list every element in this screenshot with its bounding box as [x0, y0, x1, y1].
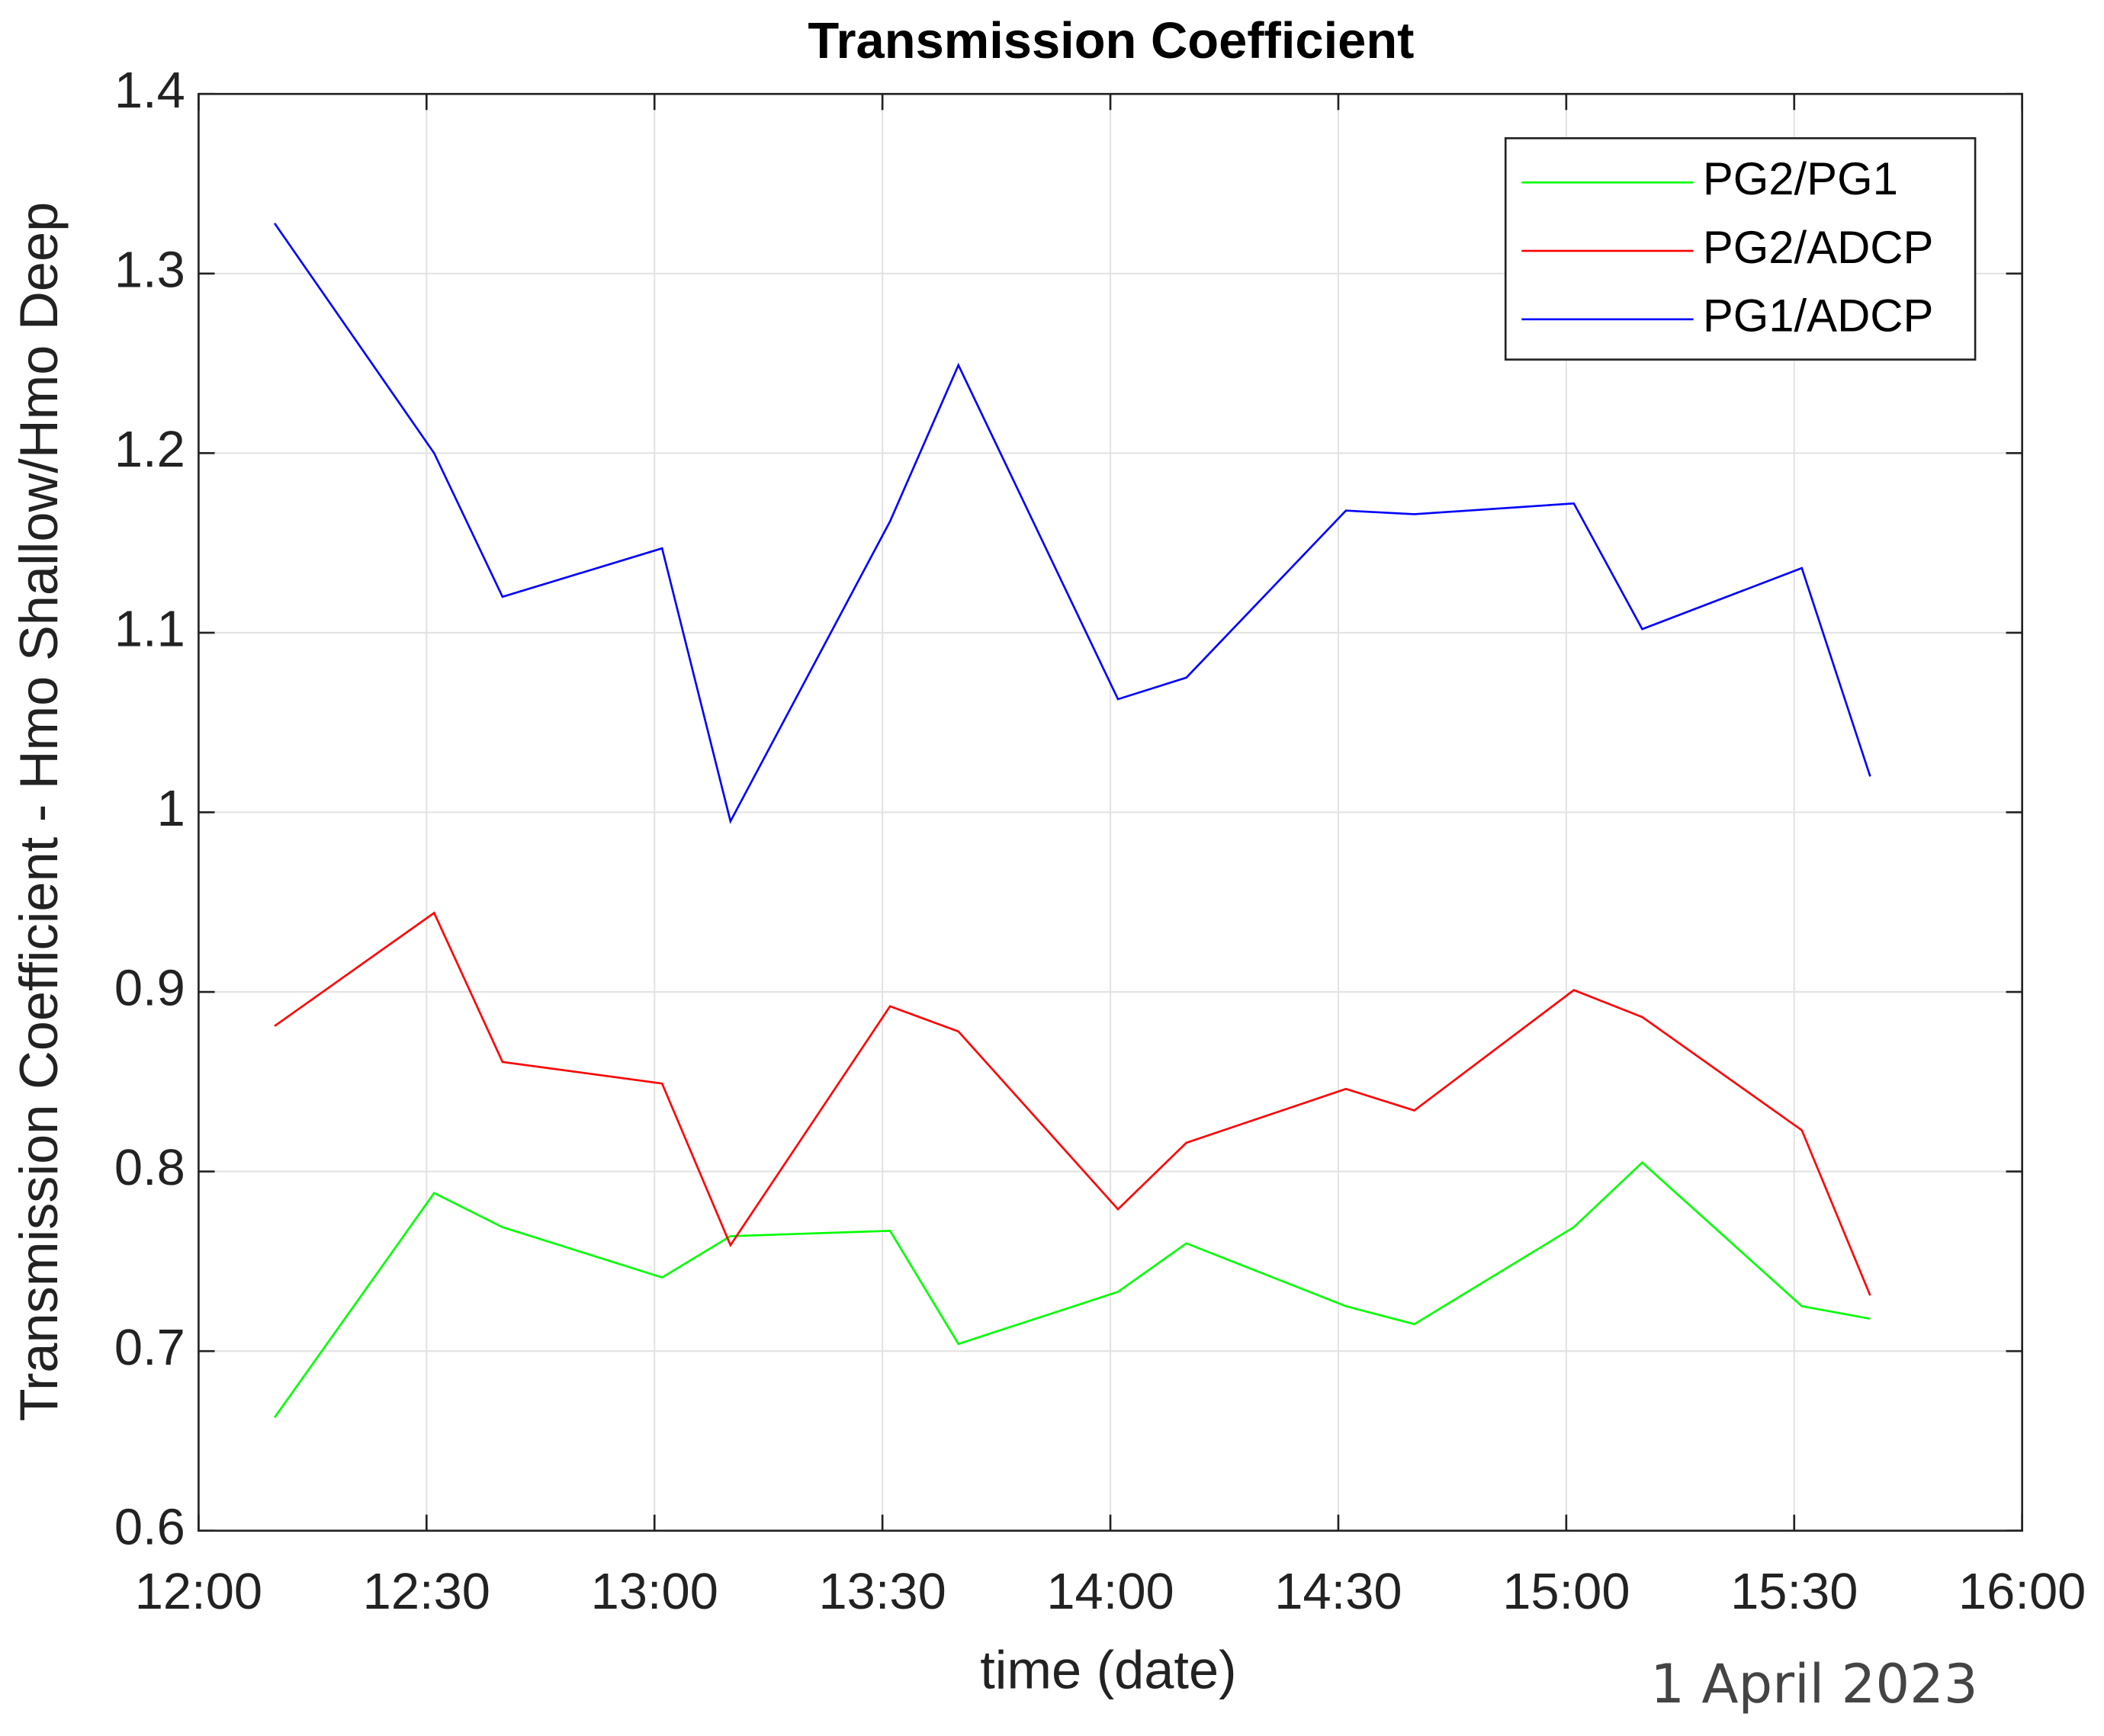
- x-tick-label: 13:00: [591, 1563, 718, 1620]
- y-tick-label: 1.2: [114, 421, 185, 478]
- x-tick-label: 13:30: [818, 1563, 946, 1620]
- data-line: [273, 223, 1871, 824]
- x-tick-label: 16:00: [1958, 1563, 2086, 1620]
- y-axis-label: Transmission Coefficient - Hmo Shallow/H…: [8, 202, 69, 1422]
- y-tick-label: 1.1: [114, 601, 185, 658]
- data-line: [274, 911, 1871, 1296]
- legend-box: [1504, 136, 1977, 361]
- y-tick-label: 1.3: [114, 241, 185, 298]
- y-tick-label: 1: [157, 780, 185, 837]
- legend-label: PG1/ADCP: [1703, 290, 1933, 342]
- y-tick-label: 0.8: [114, 1139, 185, 1196]
- y-tick-label: 0.7: [114, 1319, 185, 1376]
- legend-label: PG2/PG1: [1703, 153, 1898, 204]
- y-tick-label: 0.6: [114, 1498, 185, 1555]
- x-tick-label: 14:00: [1046, 1563, 1174, 1620]
- x-tick-label: 15:30: [1730, 1563, 1858, 1620]
- x-tick-label: 12:30: [363, 1563, 490, 1620]
- x-tick-label: 15:00: [1502, 1563, 1630, 1620]
- legend-label: PG2/ADCP: [1703, 222, 1933, 273]
- x-tick-label: 14:30: [1274, 1563, 1402, 1620]
- x-tick-label: 12:00: [135, 1563, 262, 1620]
- y-tick-label: 0.9: [114, 960, 185, 1017]
- x-axis-label: time (date): [980, 1640, 1236, 1700]
- date-annotation: 1 April 2023: [1650, 1653, 1977, 1715]
- y-tick-label: 1.4: [114, 62, 185, 119]
- data-line: [273, 1161, 1871, 1419]
- plot-frame: [198, 92, 2023, 1532]
- chart-title: Transmission Coefficient: [808, 12, 1414, 69]
